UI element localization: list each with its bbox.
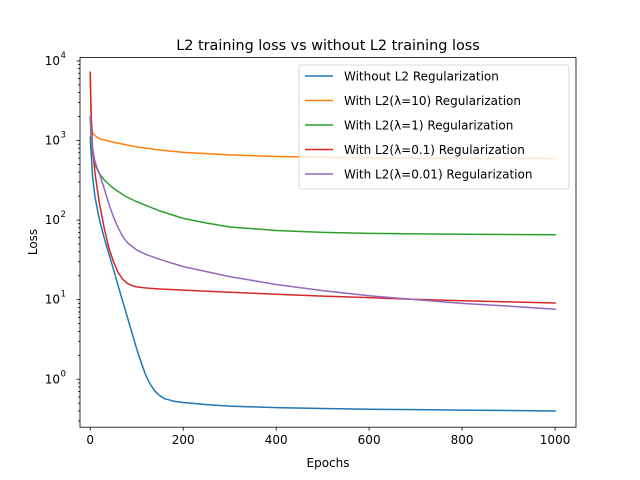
- legend-box: [298, 64, 570, 190]
- x-tick-label: 200: [172, 433, 195, 447]
- y-tick-exponent: 3: [61, 130, 66, 140]
- x-tick-label: 800: [451, 433, 474, 447]
- legend-label-4: With L2(λ=0.01) Regularization: [344, 168, 532, 182]
- y-tick-exponent: 2: [61, 210, 66, 220]
- y-tick-label: 10: [45, 133, 60, 147]
- legend-label-1: With L2(λ=10) Regularization: [344, 94, 521, 108]
- legend-label-0: Without L2 Regularization: [344, 70, 499, 84]
- legend-label-3: With L2(λ=0.1) Regularization: [344, 143, 525, 157]
- y-tick-label: 10: [45, 372, 60, 386]
- legend-label-2: With L2(λ=1) Regularization: [344, 119, 513, 133]
- x-tick-label: 0: [86, 433, 94, 447]
- series-line-4: [89, 115, 556, 310]
- chart-title: L2 training loss vs without L2 training …: [176, 38, 480, 54]
- y-axis-label: Loss: [26, 229, 40, 255]
- x-axis-ticks: 0 200 400 600 800 1000: [86, 427, 570, 447]
- x-tick-label: 1000: [540, 433, 571, 447]
- y-tick-label: 10: [45, 293, 60, 307]
- x-tick-label: 400: [265, 433, 288, 447]
- y-tick-exponent: 4: [61, 51, 66, 61]
- plot-area-frame: [79, 57, 577, 428]
- x-axis-label: Epochs: [307, 456, 350, 470]
- x-tick-label: 600: [358, 433, 381, 447]
- y-tick-label: 10: [45, 213, 60, 227]
- y-tick-exponent: 1: [61, 290, 66, 300]
- series-line-0: [89, 136, 556, 412]
- legend: Without L2 Regularization With L2(λ=10) R…: [298, 64, 570, 190]
- y-tick-label: 10: [45, 54, 60, 68]
- series-line-3: [89, 71, 556, 304]
- y-tick-exponent: 0: [61, 369, 66, 379]
- series-line-2: [89, 115, 556, 236]
- series-layer: [89, 71, 556, 412]
